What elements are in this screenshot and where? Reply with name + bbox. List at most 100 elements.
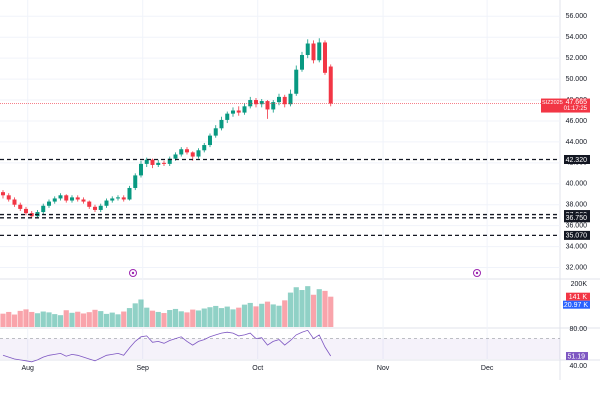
volume-bar (293, 287, 299, 327)
volume-bar (264, 301, 271, 327)
candle-body (58, 195, 63, 199)
candle-body (282, 96, 287, 105)
candle-body (12, 199, 17, 205)
volume-bar (115, 314, 121, 327)
volume-bar (34, 313, 41, 327)
volume-bar (29, 311, 35, 327)
volume-bar (167, 310, 173, 327)
candle-body (311, 43, 316, 61)
candle-body (6, 195, 11, 200)
rsi-tag (566, 352, 588, 361)
countdown-label: 01:17:25 (564, 106, 588, 112)
symbol-label: SIZ2025 (542, 100, 563, 106)
event-icon[interactable] (473, 269, 481, 277)
event-icon[interactable] (129, 269, 137, 277)
volume-bar (138, 299, 144, 327)
candle-body (190, 152, 195, 157)
volume-bar (322, 290, 328, 327)
candle-body (52, 198, 57, 202)
y-tick-label: 38.000 (566, 202, 588, 209)
volume-bar (40, 311, 46, 327)
volume-bar (69, 312, 75, 327)
candle-body (225, 113, 230, 120)
candle-body (184, 149, 189, 153)
volume-bar (57, 315, 64, 327)
candle-body (41, 205, 46, 213)
candle-body (294, 69, 299, 94)
volume-bar (109, 312, 115, 327)
candle-body (144, 159, 149, 164)
volume-bar (0, 313, 6, 327)
x-tick-label: Dec (481, 365, 494, 372)
candle-body (317, 42, 322, 61)
candle-body (133, 175, 138, 188)
candle-body (276, 96, 281, 103)
rsi-tick-label: 40.00 (569, 363, 587, 370)
volume-bar (253, 306, 259, 327)
volume-bar (80, 313, 87, 327)
volume-bar (207, 307, 213, 327)
volume-bar (328, 296, 334, 327)
volume-bar (224, 306, 230, 327)
y-tick-label: 46.000 (566, 118, 588, 125)
y-tick-label: 36.000 (566, 223, 588, 230)
candle-body (305, 43, 310, 56)
volume-bar (201, 308, 207, 327)
candle-body (81, 199, 86, 202)
volume-bar (155, 311, 161, 327)
volume-bar (103, 313, 110, 327)
candle-body (173, 154, 178, 159)
volume-bar (213, 305, 219, 327)
rsi-line (2, 329, 332, 363)
candle-body (92, 206, 97, 210)
volume-bar (241, 304, 248, 327)
volume-bar (287, 292, 294, 327)
volume-bar (299, 290, 305, 327)
volume-bar (161, 313, 167, 327)
volume-bar (270, 304, 276, 327)
candle-body (156, 162, 161, 165)
candle-body (18, 204, 23, 209)
candle-body (265, 101, 270, 110)
candle-body (219, 119, 224, 129)
candle-body (196, 150, 201, 157)
y-tick-label: 32.000 (566, 264, 588, 271)
y-tick-label: 50.000 (566, 76, 588, 83)
candle-body (110, 198, 115, 201)
volume-bar (92, 309, 98, 327)
candle-body (104, 200, 109, 206)
candle-body (150, 159, 155, 165)
volume-bar (195, 310, 202, 327)
volume-bar (126, 308, 133, 327)
candle-body (328, 66, 333, 104)
volume-bar (6, 311, 12, 327)
volume-bar (75, 311, 81, 327)
x-tick-label: Sep (136, 365, 149, 372)
candle-body (138, 163, 143, 176)
volume-bar (282, 300, 288, 327)
y-tick-label: 54.000 (566, 34, 588, 41)
volume-bar (52, 314, 58, 327)
volume-bar (230, 309, 236, 327)
volume-bar (121, 311, 127, 327)
volume-bar (144, 307, 150, 327)
volume-bar (23, 309, 29, 327)
last-price-tag (541, 98, 590, 113)
candle-body (207, 135, 212, 146)
candle-body (64, 195, 69, 201)
last-price-label: 47.665 (566, 99, 588, 106)
y-tick-label: 44.000 (566, 139, 588, 146)
candle-body (46, 201, 51, 206)
volume-bar (63, 310, 69, 327)
candle-body (0, 192, 5, 196)
candle-body (69, 197, 74, 201)
volume-bar (46, 312, 52, 327)
candle-body (202, 145, 207, 151)
level-label: 35.070 (566, 233, 588, 240)
level-tag (564, 213, 590, 223)
candle-body (127, 187, 132, 200)
volume-bar (190, 309, 196, 327)
candle-body (213, 128, 218, 136)
y-tick-label: 34.000 (566, 243, 588, 250)
